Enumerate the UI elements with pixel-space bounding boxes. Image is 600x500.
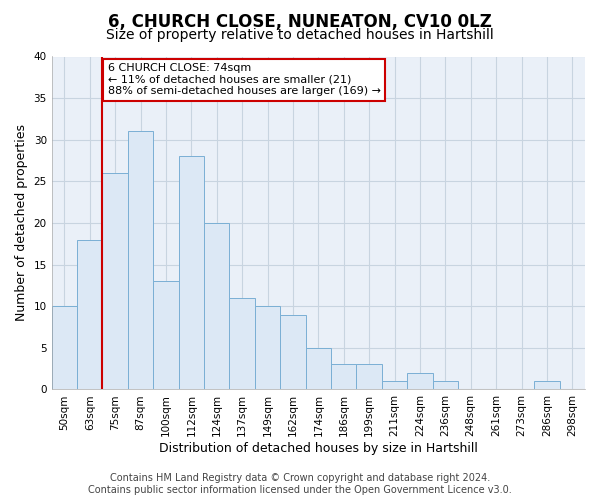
Bar [77, 240, 103, 390]
Bar [382, 381, 407, 390]
Bar [280, 314, 305, 390]
Bar [179, 156, 204, 390]
Bar [255, 306, 280, 390]
Text: 6, CHURCH CLOSE, NUNEATON, CV10 0LZ: 6, CHURCH CLOSE, NUNEATON, CV10 0LZ [108, 12, 492, 30]
Bar [229, 298, 255, 390]
Bar [153, 281, 179, 390]
Bar [407, 373, 433, 390]
Bar [534, 381, 560, 390]
Bar [103, 173, 128, 390]
Bar [331, 364, 356, 390]
Text: Contains HM Land Registry data © Crown copyright and database right 2024.
Contai: Contains HM Land Registry data © Crown c… [88, 474, 512, 495]
Text: Size of property relative to detached houses in Hartshill: Size of property relative to detached ho… [106, 28, 494, 42]
Bar [128, 132, 153, 390]
Bar [356, 364, 382, 390]
Text: 6 CHURCH CLOSE: 74sqm
← 11% of detached houses are smaller (21)
88% of semi-deta: 6 CHURCH CLOSE: 74sqm ← 11% of detached … [107, 63, 380, 96]
Bar [305, 348, 331, 390]
X-axis label: Distribution of detached houses by size in Hartshill: Distribution of detached houses by size … [159, 442, 478, 455]
Bar [204, 223, 229, 390]
Bar [52, 306, 77, 390]
Bar [433, 381, 458, 390]
Y-axis label: Number of detached properties: Number of detached properties [15, 124, 28, 322]
